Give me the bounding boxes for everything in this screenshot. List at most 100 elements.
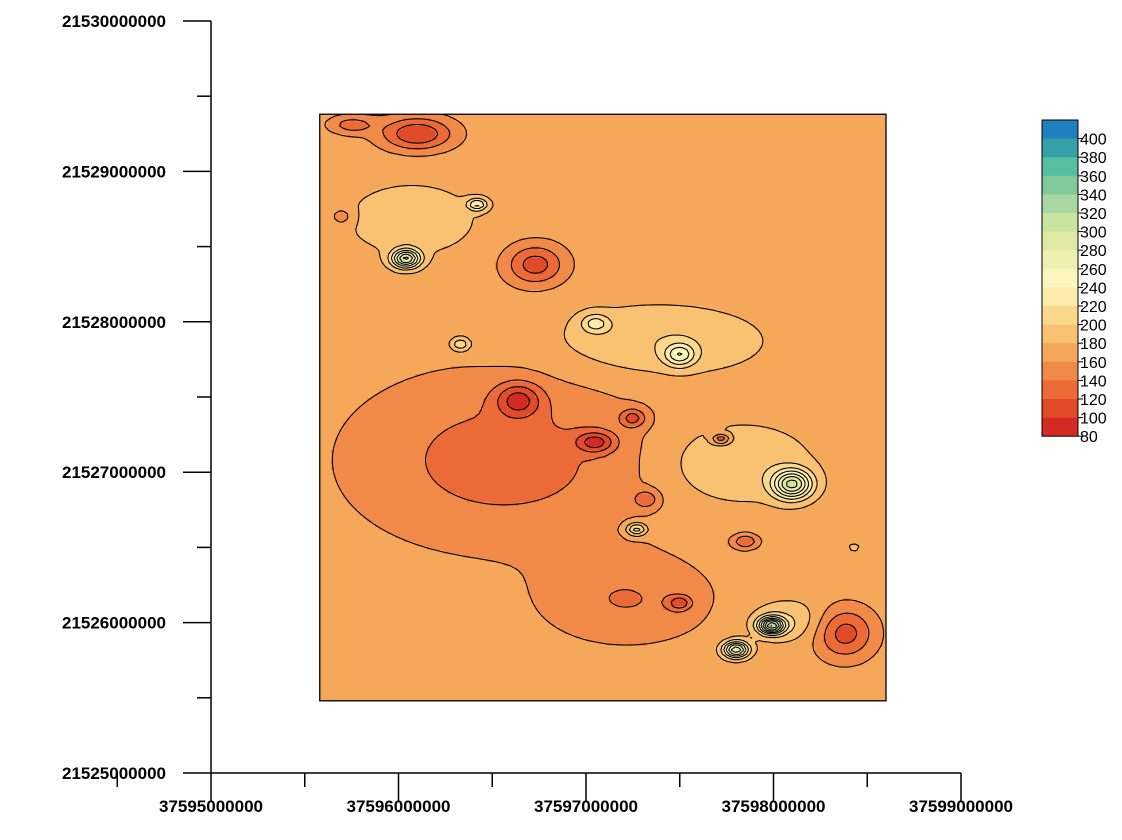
contour-fill-cell bbox=[639, 474, 684, 479]
contour-fill-cell bbox=[467, 498, 540, 503]
contour-fill-cell bbox=[499, 254, 516, 259]
contour-fill-cell bbox=[359, 234, 464, 239]
contour-fill-cell bbox=[643, 422, 656, 427]
contour-fill-cell bbox=[535, 602, 616, 607]
contour-fill-cell bbox=[387, 266, 396, 271]
contour-fill-cell bbox=[643, 522, 886, 527]
contour-fill-cell bbox=[319, 654, 720, 659]
contour-fill-cell bbox=[643, 478, 688, 483]
contour-fill-cell bbox=[823, 658, 868, 663]
contour-fill-cell bbox=[551, 250, 572, 255]
contour-fill-cell bbox=[319, 318, 572, 323]
contour-fill-cell bbox=[319, 498, 348, 503]
contour-fill-cell bbox=[503, 250, 520, 255]
contour-fill-cell bbox=[499, 382, 536, 387]
contour-fill-cell bbox=[647, 526, 886, 531]
contour-fill-cell bbox=[523, 366, 628, 371]
contour-fill-cell bbox=[807, 482, 812, 487]
contour-fill-cell bbox=[599, 426, 652, 431]
contour-fill-cell bbox=[339, 434, 440, 439]
contour-fill-cell bbox=[579, 466, 640, 471]
contour-fill-cell bbox=[827, 646, 864, 651]
contour-fill-cell bbox=[467, 202, 472, 207]
contour-fill-cell bbox=[619, 438, 644, 443]
contour-fill-cell bbox=[583, 326, 592, 331]
contour-fill-cell bbox=[743, 318, 886, 323]
contour-fill-cell bbox=[507, 398, 532, 403]
contour-fill-cell bbox=[319, 522, 376, 527]
contour-fill-cell bbox=[687, 598, 692, 603]
contour-fill-cell bbox=[319, 314, 572, 319]
contour-fill-cell bbox=[571, 274, 886, 279]
contour-line-220 bbox=[390, 199, 813, 659]
contour-fill-cell bbox=[867, 626, 884, 631]
contour-fill-cell bbox=[327, 118, 352, 123]
contour-fill-cell bbox=[387, 258, 392, 263]
contour-fill-cell bbox=[319, 166, 886, 171]
contour-fill-cell bbox=[331, 462, 428, 467]
contour-fill-cell bbox=[643, 442, 692, 447]
contour-fill-cell bbox=[535, 606, 664, 611]
contour-fill-cell bbox=[511, 242, 560, 247]
contour-fill-cell bbox=[547, 262, 560, 267]
contour-fill-cell bbox=[363, 198, 472, 203]
contour-fill-cell bbox=[339, 430, 444, 435]
contour-fill-cell bbox=[695, 438, 708, 443]
contour-fill-cell bbox=[775, 630, 780, 635]
contour-fill-cell bbox=[807, 622, 820, 627]
contour-fill-cell bbox=[763, 334, 886, 339]
contour-fill-cell bbox=[543, 270, 556, 275]
contour-fill-cell bbox=[791, 434, 886, 439]
contour-fill-cell bbox=[679, 634, 736, 639]
contour-fill-cell bbox=[735, 434, 792, 439]
contour-fill-cell bbox=[539, 406, 552, 411]
contour-fill-cell bbox=[779, 490, 784, 495]
contour-fill-cell bbox=[347, 214, 360, 219]
contour-fill-cell bbox=[611, 442, 620, 447]
colorbar-label: 220 bbox=[1080, 299, 1107, 316]
contour-fill-cell bbox=[715, 438, 720, 443]
contour-fill-cell bbox=[699, 354, 752, 359]
contour-fill-cell bbox=[867, 634, 884, 639]
contour-fill-cell bbox=[743, 650, 748, 655]
contour-fill-cell bbox=[687, 630, 748, 635]
contour-fill-cell bbox=[511, 394, 528, 399]
contour-fill-cell bbox=[763, 474, 772, 479]
contour-fill-cell bbox=[823, 490, 886, 495]
contour-fill-cell bbox=[815, 490, 824, 495]
contour-fill-cell bbox=[347, 134, 384, 139]
contour-fill-cell bbox=[603, 438, 612, 443]
contour-fill-cell bbox=[751, 658, 824, 663]
contour-fill-cell bbox=[611, 322, 752, 327]
contour-fill-cell bbox=[711, 442, 732, 447]
contour-fill-cell bbox=[511, 406, 528, 411]
contour-fill-cell bbox=[727, 426, 768, 431]
contour-fill-cell bbox=[767, 466, 788, 471]
contour-line-160 bbox=[324, 114, 885, 668]
contour-fill-cell bbox=[327, 126, 344, 131]
contour-fill-cell bbox=[695, 626, 748, 631]
contour-fill-cell bbox=[403, 126, 432, 131]
contour-fill-cell bbox=[687, 342, 700, 347]
contour-fill-cell bbox=[487, 558, 684, 563]
contour-fill-cell bbox=[379, 526, 620, 531]
y-tick-label: 21525000000 bbox=[62, 764, 166, 783]
contour-line-180 bbox=[355, 184, 860, 664]
contour-fill-cell bbox=[643, 402, 886, 407]
contour-fill-cell bbox=[459, 238, 520, 243]
contour-fill-cell bbox=[867, 630, 884, 635]
contour-fill-cell bbox=[531, 398, 540, 403]
contour-fill-cell bbox=[879, 650, 886, 655]
contour-fill-cell bbox=[551, 402, 644, 407]
contour-fill-cell bbox=[487, 210, 886, 215]
contour-fill-cell bbox=[655, 414, 886, 419]
contour-fill-cell bbox=[731, 546, 760, 551]
contour-fill-cell bbox=[815, 474, 828, 479]
contour-fill-cell bbox=[579, 446, 608, 451]
contour-fill-cell bbox=[607, 330, 760, 335]
contour-fill-cell bbox=[411, 258, 416, 263]
colorbar-swatch bbox=[1042, 138, 1078, 158]
colorbar-swatch bbox=[1042, 213, 1078, 232]
contour-fill-cell bbox=[319, 570, 520, 575]
contour-fill-cell bbox=[723, 646, 728, 651]
